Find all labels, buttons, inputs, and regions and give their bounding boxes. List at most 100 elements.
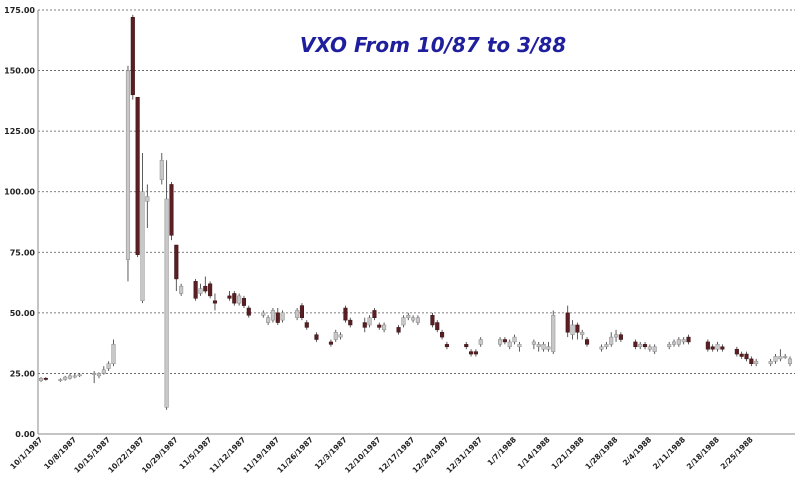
- candle-body: [541, 344, 546, 350]
- candle: [43, 377, 48, 381]
- candle-body: [710, 346, 715, 350]
- candle: [140, 152, 145, 304]
- y-tick-label: 125.00: [4, 127, 35, 136]
- candle-body: [739, 353, 744, 357]
- candle: [212, 293, 218, 311]
- candle-body: [246, 307, 251, 316]
- candle-body: [208, 283, 213, 297]
- candle-body: [266, 317, 271, 323]
- candle: [193, 278, 198, 301]
- chart-title: VXO From 10/87 to 3/88: [300, 33, 566, 57]
- candle: [96, 372, 102, 379]
- candle-body: [203, 285, 208, 292]
- candle-body: [406, 315, 411, 318]
- candle-body: [382, 324, 387, 331]
- candle-body: [570, 324, 575, 335]
- candle-body: [749, 358, 754, 364]
- candle: [541, 341, 546, 352]
- candle: [705, 339, 710, 352]
- candle: [343, 305, 348, 323]
- candle-body: [261, 312, 266, 316]
- candle-body: [377, 324, 382, 328]
- candle-body: [517, 344, 522, 348]
- candle-body: [96, 373, 102, 377]
- candle-body: [198, 288, 203, 294]
- candle-body: [328, 341, 333, 345]
- candle-body: [111, 344, 116, 364]
- candle: [164, 160, 169, 410]
- y-tick-label: 0.00: [15, 430, 35, 439]
- candle: [667, 341, 672, 350]
- candle-body: [599, 346, 604, 350]
- candle-body: [686, 336, 691, 343]
- candle-body: [613, 334, 619, 338]
- y-tick-label: 150.00: [4, 67, 35, 76]
- candle-body: [512, 336, 517, 343]
- candle: [333, 329, 338, 342]
- candle-body: [212, 300, 218, 304]
- candle-body: [174, 244, 179, 280]
- candle: [415, 315, 420, 325]
- candle: [638, 341, 643, 350]
- candle: [565, 305, 570, 338]
- y-tick-label: 100.00: [4, 188, 35, 197]
- candle: [348, 317, 353, 328]
- candle-body: [72, 375, 77, 378]
- candle: [498, 337, 503, 347]
- candle-body: [159, 159, 164, 180]
- candle-body: [280, 312, 285, 321]
- candle-body: [633, 341, 638, 348]
- y-tick-label: 50.00: [10, 309, 36, 318]
- candle-body: [367, 317, 372, 326]
- candle-body: [546, 346, 551, 350]
- candle: [783, 354, 788, 359]
- candle-body: [502, 339, 507, 343]
- candle: [478, 337, 483, 347]
- candle-body: [92, 373, 97, 375]
- candle-body: [106, 363, 111, 369]
- candle: [778, 349, 783, 362]
- candle-body: [232, 293, 237, 304]
- candle: [106, 361, 111, 372]
- candle-body: [295, 310, 300, 318]
- candle: [512, 334, 517, 345]
- candle: [198, 283, 203, 296]
- candle: [125, 65, 131, 282]
- candle-body: [179, 285, 184, 294]
- candle: [174, 244, 179, 292]
- candle-body: [734, 348, 739, 355]
- candle: [92, 371, 97, 384]
- candle: [203, 276, 208, 294]
- candle: [179, 283, 184, 296]
- candle-body: [787, 358, 793, 364]
- candle: [304, 320, 309, 330]
- candle: [507, 339, 512, 350]
- candle: [67, 373, 73, 380]
- candle-body: [652, 346, 657, 352]
- candle: [647, 344, 652, 352]
- candle: [111, 339, 116, 367]
- candle-body: [164, 198, 169, 408]
- candle: [169, 182, 174, 241]
- candle: [101, 366, 106, 375]
- candle-body: [67, 375, 73, 379]
- candle-body: [618, 334, 623, 340]
- candle-body: [638, 344, 643, 348]
- candle-body: [464, 344, 469, 348]
- candle: [261, 310, 266, 318]
- candle: [246, 305, 251, 318]
- candle-body: [609, 336, 614, 345]
- candle-body: [304, 322, 309, 328]
- candle-body: [237, 295, 242, 304]
- candle-body: [145, 196, 150, 202]
- candle: [270, 308, 275, 323]
- candle: [734, 346, 739, 357]
- candle: [58, 378, 63, 382]
- candle: [652, 344, 657, 355]
- candle: [720, 344, 725, 352]
- candle-body: [667, 344, 672, 348]
- candle: [710, 344, 715, 352]
- candle-body: [531, 341, 536, 345]
- candle-body: [193, 281, 198, 299]
- candle: [599, 344, 604, 352]
